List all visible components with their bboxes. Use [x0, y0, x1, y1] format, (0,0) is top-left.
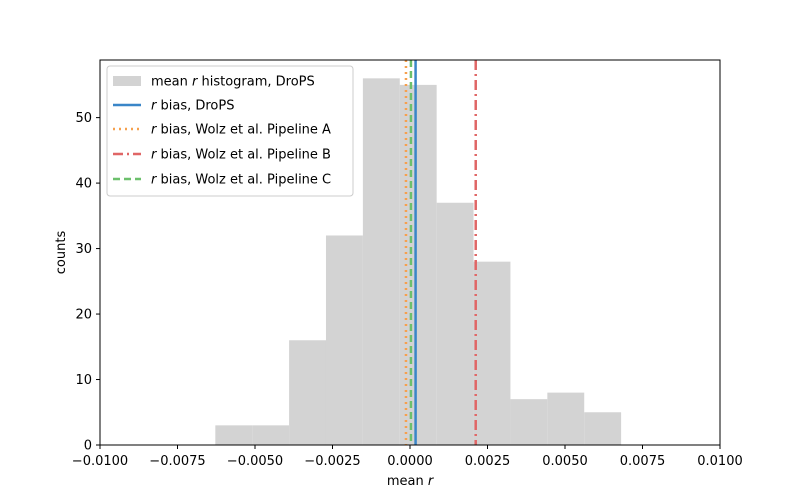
x-tick-label: 0.0100 [697, 454, 743, 469]
x-tick-label: 0.0075 [620, 454, 666, 469]
histogram-bar-8 [510, 399, 548, 445]
legend: mean r histogram, DroPS r bias, DroPS r bi… [106, 65, 354, 197]
y-tick-label: 50 [75, 111, 92, 126]
x-tick-label: −0.0050 [227, 454, 283, 469]
y-tick-label: 10 [75, 373, 92, 388]
x-axis: −0.0100 −0.0075 −0.0050 −0.0025 0.0000 0.0025… [72, 445, 743, 469]
x-axis-label: mean r [387, 474, 435, 489]
y-tick-label: 30 [75, 242, 92, 257]
histogram-bar-10 [584, 412, 622, 445]
x-tick-label: −0.0075 [149, 454, 205, 469]
legend-label: r bias, Wolz et al. Pipeline A [151, 123, 331, 138]
y-axis: 0 10 20 30 40 50 [75, 111, 100, 454]
histogram-bar-0 [215, 425, 253, 445]
histogram-bar-9 [547, 392, 585, 445]
bias-lines [404, 60, 477, 445]
legend-label: r bias, DroPS [151, 99, 234, 114]
x-tick-label: −0.0025 [304, 454, 360, 469]
histogram-bar-7 [473, 261, 511, 445]
histogram-bar-1 [252, 425, 290, 445]
legend-swatch [113, 76, 141, 86]
histogram-bar-4 [362, 78, 400, 445]
y-tick-label: 40 [75, 177, 92, 192]
x-tick-label: −0.0100 [72, 454, 128, 469]
x-tick-label: 0.0000 [387, 454, 433, 469]
y-axis-label: counts [54, 231, 69, 275]
legend-label: r bias, Wolz et al. Pipeline C [151, 173, 331, 188]
legend-label: mean r histogram, DroPS [151, 75, 315, 90]
histogram-bar-6 [436, 202, 474, 445]
x-tick-label: 0.0025 [465, 454, 511, 469]
legend-box [106, 65, 354, 197]
y-tick-label: 0 [84, 439, 92, 454]
histogram-bar-2 [289, 340, 326, 445]
y-tick-label: 20 [75, 308, 92, 323]
histogram-bar-3 [325, 235, 363, 445]
x-tick-label: 0.0050 [542, 454, 588, 469]
legend-label: r bias, Wolz et al. Pipeline B [151, 148, 331, 163]
